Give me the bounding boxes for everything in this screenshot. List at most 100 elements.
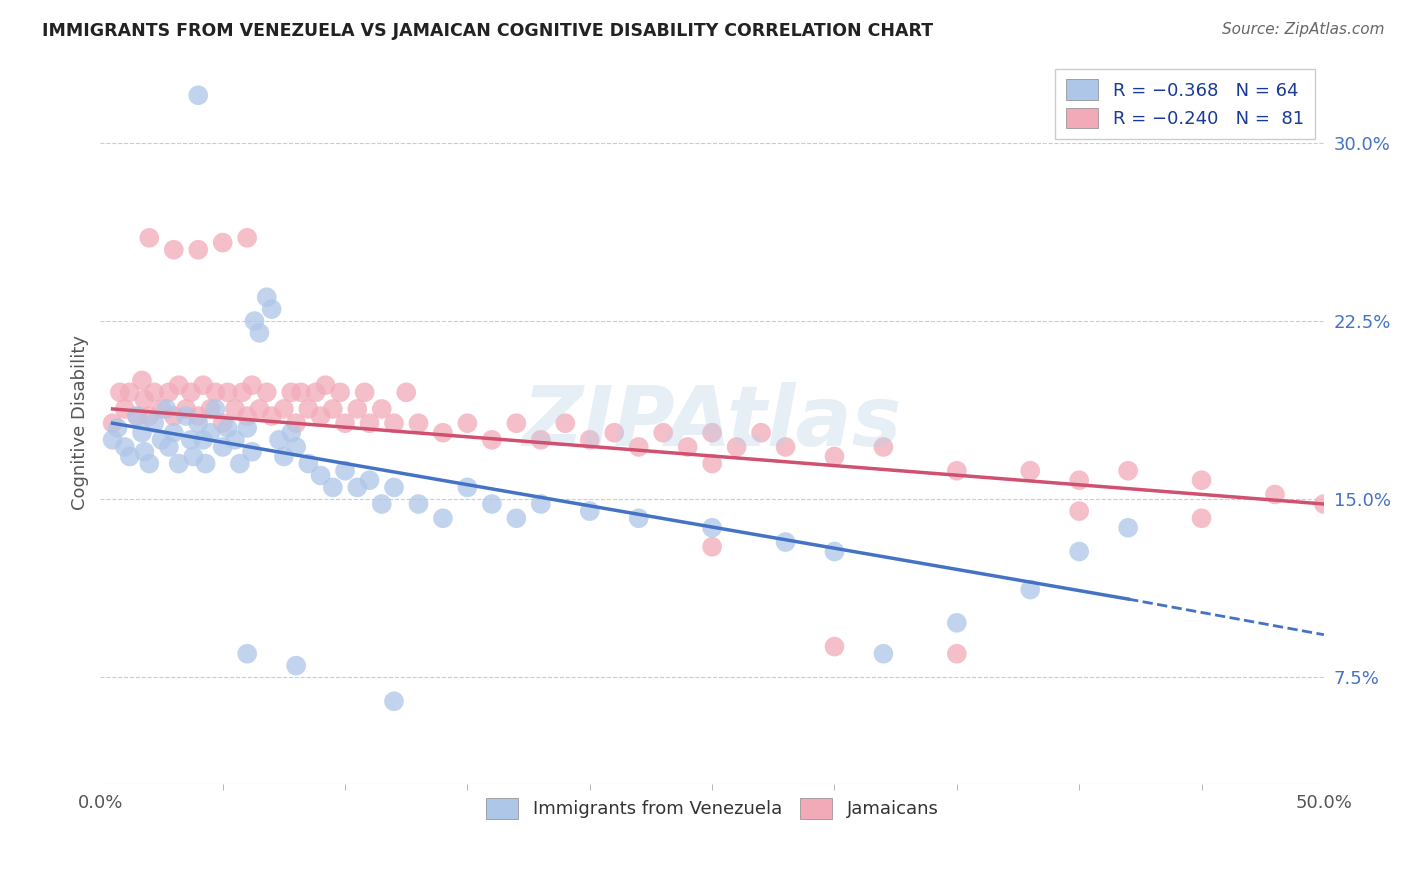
Point [114,401,136,416]
Point [211,235,233,250]
Point [157,440,180,454]
Point [229,457,252,471]
Point [432,511,454,525]
Point [432,425,454,440]
Point [260,302,283,317]
Point [408,497,430,511]
Point [333,416,356,430]
Point [285,440,308,454]
Point [280,385,302,400]
Point [725,440,748,454]
Point [297,401,319,416]
Point [359,416,381,430]
Point [167,378,190,392]
Point [627,511,650,525]
Point [125,409,148,423]
Point [285,416,308,430]
Point [280,425,302,440]
Point [305,385,328,400]
Point [824,450,846,464]
Point [236,421,259,435]
Point [204,401,226,416]
Point [138,231,160,245]
Point [273,450,295,464]
Point [180,433,202,447]
Point [180,385,202,400]
Point [382,416,405,430]
Point [260,409,283,423]
Point [1264,487,1286,501]
Point [290,385,312,400]
Point [946,464,969,478]
Point [359,473,381,487]
Point [775,440,797,454]
Point [200,425,222,440]
Point [1069,544,1091,558]
Point [243,314,266,328]
Point [150,433,173,447]
Point [578,504,600,518]
Point [134,444,156,458]
Point [1191,511,1213,525]
Point [249,401,271,416]
Point [163,409,186,423]
Point [505,416,527,430]
Point [267,433,290,447]
Point [143,416,166,430]
Point [131,425,153,440]
Point [131,373,153,387]
Point [530,433,553,447]
Point [163,243,186,257]
Y-axis label: Cognitive Disability: Cognitive Disability [72,334,89,509]
Point [481,433,503,447]
Legend: Immigrants from Venezuela, Jamaicans: Immigrants from Venezuela, Jamaicans [478,791,946,826]
Point [167,457,190,471]
Point [118,450,141,464]
Point [353,385,375,400]
Point [371,497,394,511]
Point [1313,497,1336,511]
Point [481,497,503,511]
Point [204,385,226,400]
Point [346,480,368,494]
Point [872,647,894,661]
Point [101,416,124,430]
Point [200,401,222,416]
Point [118,385,141,400]
Point [174,401,197,416]
Point [700,425,723,440]
Point [138,409,160,423]
Point [194,457,217,471]
Point [236,647,259,661]
Point [824,640,846,654]
Point [134,392,156,407]
Point [382,694,405,708]
Point [554,416,576,430]
Point [183,450,205,464]
Point [240,444,263,458]
Point [408,416,430,430]
Point [273,401,295,416]
Point [297,457,319,471]
Point [108,385,131,400]
Point [217,385,239,400]
Point [314,378,336,392]
Point [872,440,894,454]
Point [749,425,772,440]
Point [456,480,478,494]
Point [700,540,723,554]
Point [309,409,332,423]
Point [775,535,797,549]
Point [505,511,527,525]
Point [1069,504,1091,518]
Point [236,231,259,245]
Point [191,433,214,447]
Point [1116,464,1139,478]
Point [211,416,233,430]
Point [322,401,344,416]
Point [163,425,186,440]
Point [530,497,553,511]
Point [107,421,129,435]
Point [322,480,344,494]
Point [256,290,278,304]
